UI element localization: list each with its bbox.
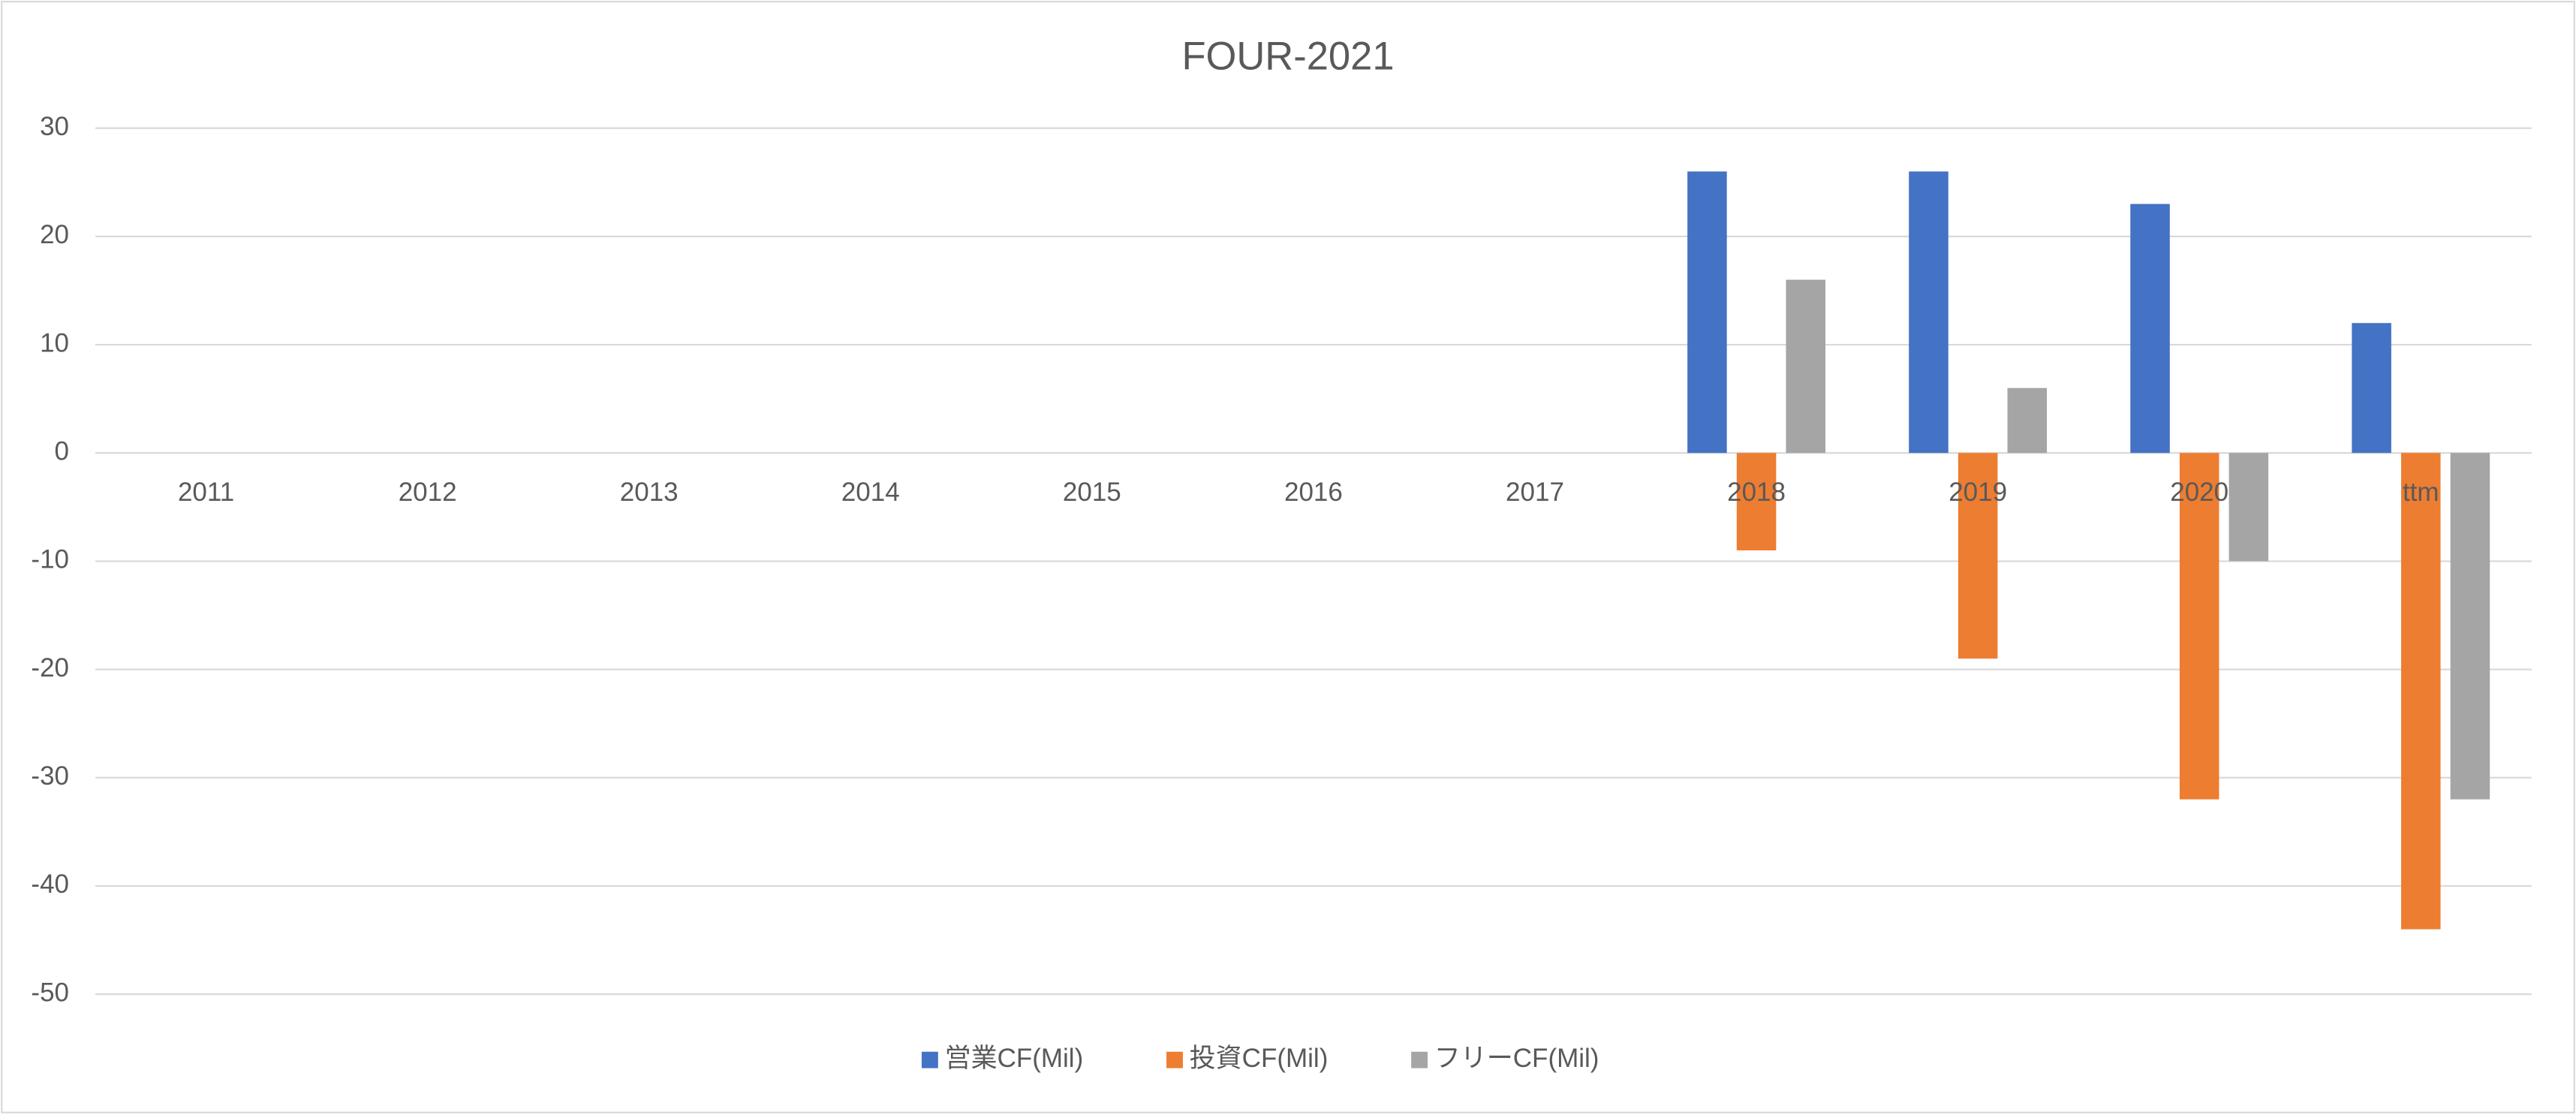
bar <box>2228 453 2269 562</box>
x-tick-label: 2015 <box>1063 478 1121 507</box>
bar <box>2007 387 2048 454</box>
y-tick-label: -40 <box>31 869 69 899</box>
x-tick-label: 2017 <box>1506 478 1564 507</box>
legend-swatch <box>1166 1051 1183 1068</box>
x-tick-label: ttm <box>2403 478 2439 507</box>
x-tick-label: 2012 <box>399 478 457 507</box>
bar <box>1958 453 1998 659</box>
bar <box>2130 203 2170 454</box>
legend-swatch <box>921 1051 938 1068</box>
legend-label: 投資CF(Mil) <box>1190 1044 1329 1073</box>
y-tick-label: -30 <box>31 761 69 791</box>
legend-swatch <box>1411 1051 1428 1068</box>
x-tick-label: 2013 <box>620 478 679 507</box>
x-tick-label: 2014 <box>841 478 900 507</box>
x-tick-label: 2011 <box>178 478 234 507</box>
bar <box>2401 453 2441 930</box>
x-tick-label: 2016 <box>1284 478 1343 507</box>
bar <box>1736 453 1777 551</box>
bar <box>2352 323 2391 454</box>
y-tick-label: 0 <box>55 436 69 466</box>
chart-title: FOUR-2021 <box>1181 35 1394 79</box>
legend-label: 営業CF(Mil) <box>945 1044 1084 1073</box>
bar <box>2450 453 2490 800</box>
x-tick-label: 2018 <box>1727 478 1786 507</box>
x-tick-label: 2019 <box>1949 478 2007 507</box>
y-tick-label: 20 <box>40 220 69 249</box>
legend-label: フリーCF(Mil) <box>1434 1044 1599 1073</box>
y-tick-label: -50 <box>31 978 69 1007</box>
y-tick-label: 10 <box>40 328 69 357</box>
y-tick-label: -20 <box>31 653 69 683</box>
bar <box>1786 279 1825 454</box>
bar <box>1909 171 1949 454</box>
y-tick-label: -10 <box>31 545 69 574</box>
bar <box>2179 453 2219 800</box>
bar <box>1687 171 1727 454</box>
x-tick-label: 2020 <box>2170 478 2228 507</box>
y-tick-label: 30 <box>40 112 69 141</box>
